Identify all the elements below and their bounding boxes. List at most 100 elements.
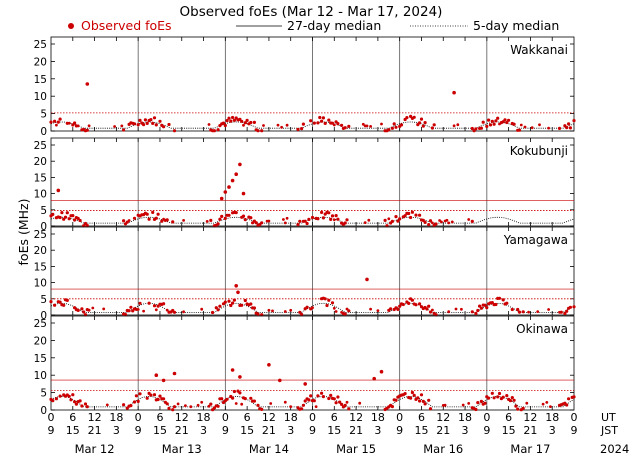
- jst-axis-label: JST: [600, 424, 618, 437]
- y-tick-label: 0: [40, 310, 47, 322]
- observed-point: [73, 218, 77, 222]
- jst-tick-label: 21: [349, 424, 363, 437]
- observed-point: [327, 118, 331, 122]
- observed-point: [154, 308, 158, 312]
- observed-point: [399, 123, 404, 127]
- observed-point: [497, 391, 502, 396]
- observed-point: [492, 122, 496, 126]
- observed-point: [269, 402, 273, 405]
- observed-point: [394, 125, 398, 129]
- observed-point: [530, 126, 534, 130]
- observed-point: [296, 223, 300, 227]
- observed-point: [419, 393, 424, 397]
- observed-point: [310, 215, 315, 220]
- observed-point: [568, 305, 573, 309]
- observed-point: [383, 218, 387, 222]
- observed-point: [467, 402, 471, 405]
- observed-point: [211, 310, 215, 315]
- y-tick-label: 0: [40, 126, 47, 138]
- observed-point: [330, 214, 335, 218]
- observed-point: [229, 303, 233, 308]
- observed-point: [122, 128, 126, 132]
- observed-point: [314, 405, 318, 408]
- ut-tick-label: 18: [458, 411, 472, 424]
- observed-point: [165, 218, 169, 222]
- observed-point: [505, 394, 509, 398]
- observed-point: [207, 123, 211, 126]
- observed-point: [327, 298, 331, 302]
- observed-point-spike: [452, 90, 456, 95]
- observed-point: [536, 310, 540, 313]
- observed-point: [347, 407, 351, 411]
- observed-point: [572, 119, 576, 123]
- observed-point: [334, 214, 338, 218]
- y-tick-label: 20: [34, 156, 47, 168]
- observed-point: [78, 218, 82, 223]
- observed-point: [490, 391, 494, 395]
- observed-point: [67, 394, 71, 398]
- observed-point: [461, 403, 465, 407]
- observed-point: [252, 120, 256, 124]
- observed-point: [189, 405, 193, 409]
- observed-point: [267, 308, 271, 312]
- observed-point: [73, 400, 77, 404]
- jst-tick-label: 21: [262, 424, 276, 437]
- observed-point: [240, 402, 244, 406]
- observed-point: [136, 123, 140, 127]
- observed-point: [369, 307, 372, 311]
- observed-point: [497, 296, 502, 300]
- jst-tick-label: 9: [48, 424, 55, 437]
- observed-point: [176, 402, 180, 406]
- observed-point: [53, 119, 57, 123]
- observed-point: [447, 221, 451, 225]
- observed-point: [311, 306, 314, 310]
- observed-point: [565, 403, 569, 407]
- observed-point: [216, 222, 220, 226]
- observed-point: [541, 402, 545, 406]
- y-tick-label: 20: [34, 56, 47, 68]
- observed-point: [231, 115, 235, 120]
- observed-point: [409, 215, 413, 220]
- observed-point: [481, 120, 485, 124]
- observed-point: [474, 311, 478, 316]
- observed-point: [152, 116, 157, 120]
- observed-point: [300, 312, 304, 317]
- observed-point: [316, 394, 320, 398]
- observed-point: [327, 396, 331, 401]
- observed-point: [450, 220, 454, 224]
- observed-point: [345, 400, 349, 404]
- observed-point: [432, 123, 436, 127]
- observed-point: [122, 219, 126, 223]
- observed-point: [303, 399, 307, 403]
- observed-point: [113, 125, 116, 128]
- observed-point: [71, 214, 75, 218]
- observed-point: [572, 395, 576, 399]
- observed-point: [485, 306, 489, 310]
- observed-point: [470, 219, 474, 223]
- observed-point: [323, 297, 327, 301]
- observed-point: [483, 303, 487, 307]
- observed-point-spike: [267, 363, 271, 367]
- observed-point: [243, 121, 247, 125]
- ut-tick-label: 0: [222, 411, 229, 424]
- observed-point: [385, 224, 389, 228]
- observed-point: [496, 395, 500, 399]
- observed-point: [428, 219, 433, 223]
- observed-point: [501, 298, 505, 302]
- observed-point: [242, 123, 245, 127]
- observed-point: [501, 395, 505, 399]
- observed-point: [283, 310, 287, 313]
- observed-point: [138, 392, 142, 396]
- observed-point: [231, 301, 235, 305]
- observed-point: [87, 124, 91, 128]
- y-tick-label: 0: [40, 405, 47, 417]
- observed-point: [82, 224, 86, 228]
- y-tick-label: 20: [34, 245, 47, 257]
- observed-point: [312, 399, 316, 403]
- chart-title: Observed foEs (Mar 12 - Mar 17, 2024): [180, 4, 443, 20]
- jst-tick-label: 9: [135, 424, 142, 437]
- observed-point: [396, 219, 400, 223]
- observed-point: [521, 310, 525, 314]
- jst-tick-label: 21: [88, 424, 102, 437]
- observed-point: [218, 304, 222, 308]
